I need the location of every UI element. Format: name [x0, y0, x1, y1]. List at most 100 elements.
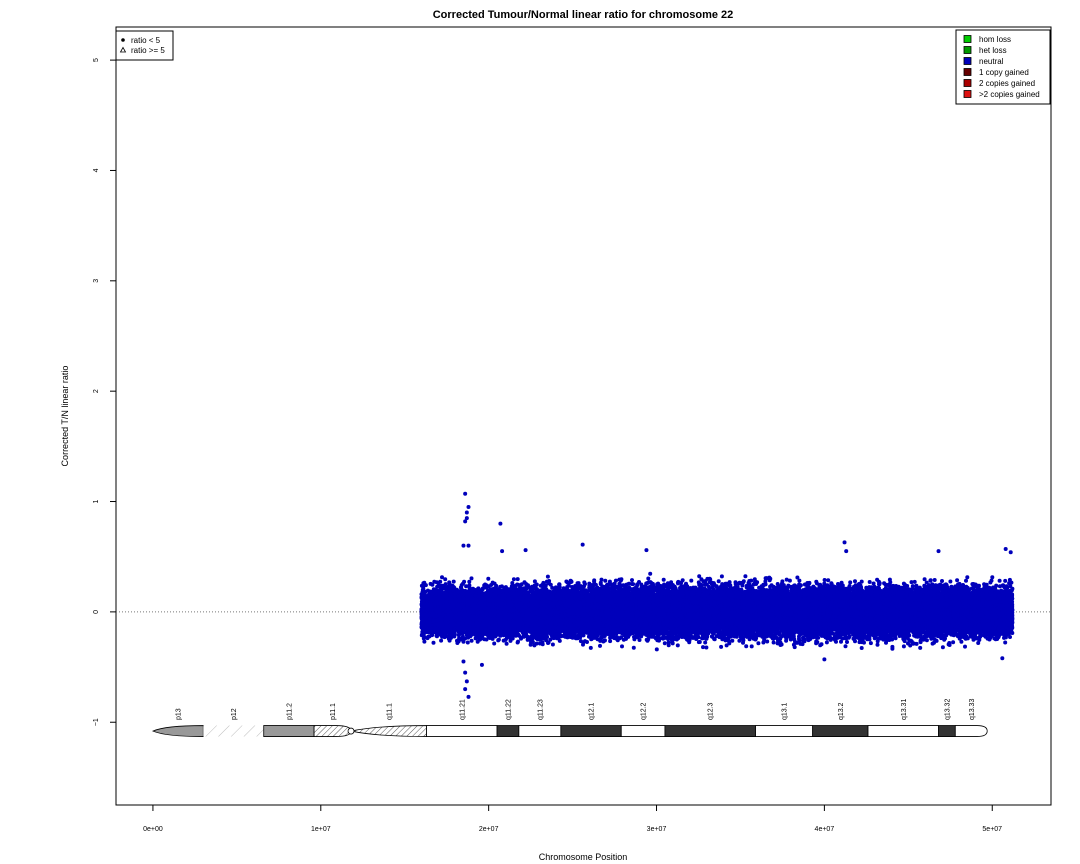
data-point — [464, 621, 469, 626]
data-point — [439, 617, 444, 622]
data-point — [446, 630, 451, 635]
data-point — [458, 603, 462, 608]
data-point — [470, 598, 475, 603]
y-tick-label: 0 — [93, 610, 100, 614]
data-point — [437, 622, 442, 627]
data-point — [450, 622, 455, 627]
data-point — [421, 636, 426, 641]
data-point — [425, 597, 430, 601]
y-tick-label: −1 — [93, 718, 100, 726]
data-point — [429, 607, 434, 612]
data-point — [492, 581, 497, 586]
data-point — [468, 607, 473, 612]
data-point — [437, 629, 442, 634]
data-point — [469, 576, 474, 581]
data-point — [474, 605, 479, 610]
data-point — [459, 627, 464, 632]
data-point — [455, 641, 460, 645]
data-point — [475, 639, 480, 644]
plot-frame — [115, 26, 1052, 806]
data-point — [434, 592, 439, 597]
data-point — [456, 620, 461, 625]
data-point — [483, 584, 488, 589]
data-point — [473, 636, 478, 641]
data-point — [480, 630, 485, 634]
data-point — [478, 595, 483, 600]
data-point — [475, 627, 480, 632]
data-point — [462, 598, 467, 603]
data-point — [437, 612, 442, 616]
x-tick-label: 1e+07 — [311, 826, 331, 833]
data-point — [482, 606, 487, 611]
data-point — [465, 640, 470, 645]
data-point — [480, 615, 485, 620]
data-point — [420, 619, 424, 624]
data-point — [428, 581, 433, 586]
data-point — [492, 624, 497, 629]
data-point — [487, 636, 492, 640]
data-point — [421, 608, 426, 612]
y-axis-label: Corrected T/N linear ratio — [60, 366, 70, 467]
data-point — [475, 611, 480, 616]
data-point — [437, 597, 442, 602]
data-point — [443, 627, 448, 632]
data-point — [440, 621, 445, 626]
data-point — [442, 605, 447, 610]
data-point — [426, 634, 431, 639]
data-point — [452, 609, 457, 614]
x-axis: 0e+00 1e+07 2e+07 3e+07 4e+07 5e+07 — [143, 805, 1002, 833]
data-point — [451, 579, 456, 584]
data-point — [427, 617, 432, 622]
data-point — [423, 612, 428, 617]
data-point — [446, 634, 450, 639]
data-point — [421, 590, 426, 595]
data-point — [435, 618, 440, 623]
data-point — [427, 624, 432, 629]
data-point — [420, 632, 425, 636]
data-point — [469, 615, 473, 620]
data-point — [467, 585, 472, 590]
data-point — [456, 589, 461, 594]
x-tick-label: 5e+07 — [982, 826, 1002, 833]
y-tick-label: 1 — [93, 499, 100, 503]
data-point — [473, 632, 478, 637]
y-tick-label: 3 — [93, 279, 100, 283]
data-point — [459, 598, 464, 603]
data-point — [488, 592, 493, 596]
data-point — [493, 589, 498, 594]
data-point — [475, 588, 480, 593]
data-point — [441, 613, 446, 617]
data-point — [492, 641, 497, 646]
data-point — [448, 591, 453, 596]
data-point — [482, 637, 487, 642]
data-point — [486, 576, 491, 581]
x-axis-label: Chromosome Position — [539, 852, 628, 862]
x-tick-label: 2e+07 — [479, 826, 499, 833]
data-point — [442, 585, 447, 590]
data-points — [419, 491, 1015, 699]
data-point — [487, 616, 492, 621]
y-tick-label: 4 — [93, 168, 100, 172]
data-point — [466, 627, 471, 632]
data-point — [467, 579, 472, 584]
data-point — [436, 583, 441, 587]
data-point — [482, 597, 487, 602]
chart-title: Corrected Tumour/Normal linear ratio for… — [433, 9, 734, 21]
data-point — [435, 601, 439, 606]
data-point — [439, 638, 444, 643]
data-point — [485, 593, 490, 598]
data-point — [471, 589, 476, 594]
data-point — [488, 625, 493, 630]
data-point — [428, 613, 433, 618]
data-point — [421, 602, 426, 606]
data-point — [422, 580, 427, 585]
data-point — [484, 618, 488, 622]
data-point — [490, 605, 495, 609]
data-point — [444, 620, 449, 625]
data-point — [449, 618, 454, 623]
data-point — [460, 588, 465, 593]
y-tick-label: 5 — [93, 58, 100, 62]
data-point — [480, 623, 485, 627]
